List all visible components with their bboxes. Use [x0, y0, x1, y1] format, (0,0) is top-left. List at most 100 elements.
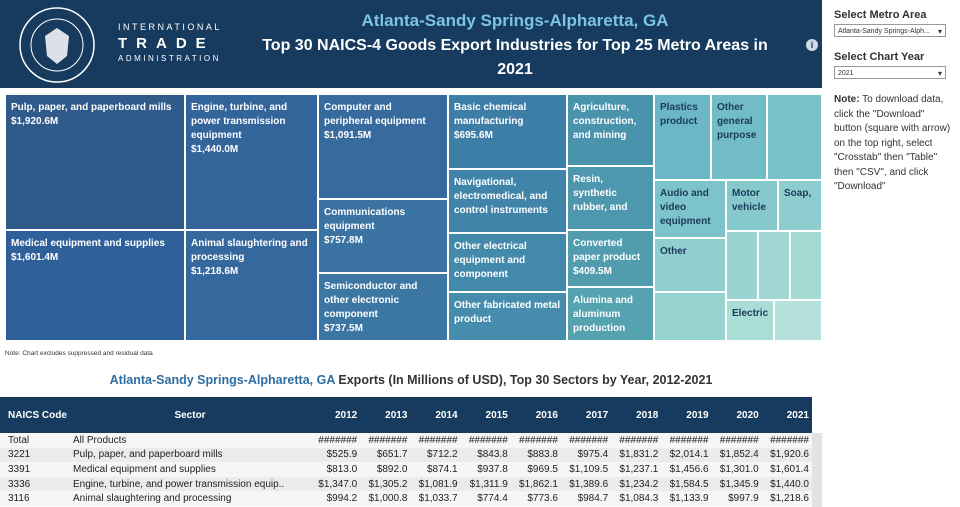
table-cell: $1,311.9	[469, 478, 508, 490]
tile-label: Basic chemical manufacturing	[454, 102, 527, 127]
table-cell: Engine, turbine, and power transmission …	[73, 478, 285, 490]
tile	[767, 94, 822, 180]
column-header: 2018	[636, 409, 659, 421]
tile: Converted paper product $409.5M	[567, 230, 654, 287]
tile-value: $757.8M	[324, 235, 363, 246]
table-cell: $1,920.6	[770, 449, 809, 461]
table-row: 3391 Medical equipment and supplies $813.0…	[0, 462, 812, 477]
tile	[726, 231, 758, 300]
table-cell: $1,852.4	[719, 449, 759, 461]
table-cell: $1,440.0	[770, 478, 809, 490]
table-cell: $774.4	[477, 493, 508, 505]
table-cell: $1,237.1	[619, 463, 659, 475]
tile: Medical equipment and supplies $1,601.4M	[5, 230, 185, 341]
scrollbar[interactable]	[812, 433, 822, 507]
table-cell: 3336	[8, 478, 31, 490]
tile-label: Communications equipment	[324, 207, 406, 232]
agency-line: INTERNATIONAL	[118, 22, 222, 32]
download-note: Note: To download data, click the "Downl…	[834, 93, 954, 195]
tile-value: $1,440.0M	[191, 144, 239, 155]
table-cell: $1,000.8	[368, 493, 408, 505]
table-cell: #######	[619, 434, 659, 446]
column-header: 2014	[435, 409, 458, 421]
tile: Agriculture, construction, and mining	[567, 94, 654, 166]
tile: Basic chemical manufacturing $695.6M	[448, 94, 567, 169]
data-table: NAICS Code Sector 2012 2013 2014 2015 2016 2017…	[0, 397, 812, 506]
tile	[758, 231, 790, 300]
tile-label: Other electrical equipment and component	[454, 241, 527, 280]
metro-dropdown[interactable]: Atlanta-Sandy Springs-Alph...	[834, 24, 946, 38]
table-cell: #######	[569, 434, 609, 446]
tile: Navigational, electromedical, and contro…	[448, 169, 567, 233]
table-cell: $1,218.6	[770, 493, 809, 505]
note-text: To download data, click the "Download" b…	[834, 94, 951, 192]
table-cell: Pulp, paper, and paperboard mills	[73, 449, 223, 461]
tile: Alumina and aluminum production	[567, 287, 654, 341]
table-cell: #######	[318, 434, 358, 446]
column-header: 2015	[485, 409, 508, 421]
table-cell: #######	[719, 434, 759, 446]
table-cell: All Products	[73, 434, 127, 446]
table-cell: $937.8	[477, 463, 508, 475]
seal	[19, 7, 95, 83]
table-cell: #######	[770, 434, 809, 446]
tile-label: Computer and peripheral equipment	[324, 102, 426, 127]
header: INTERNATIONAL TRADE ADMINISTRATION Atlan…	[0, 0, 822, 88]
tile: Soap,	[778, 180, 822, 231]
tile-label: Medical equipment and supplies	[11, 238, 165, 249]
table-cell: Total	[8, 434, 30, 446]
table-cell: $773.6	[527, 493, 558, 505]
tile: Plastics product	[654, 94, 711, 180]
table-cell: $1,109.5	[569, 463, 609, 475]
table-cell: 3116	[8, 493, 30, 505]
table-cell: #######	[368, 434, 408, 446]
table-cell: $1,347.0	[318, 478, 358, 490]
tile: Other electrical equipment and component	[448, 233, 567, 292]
tile: Electric	[726, 300, 774, 341]
table-cell: $1,084.3	[619, 493, 659, 505]
table-cell: #######	[519, 434, 558, 446]
table-cell: $975.4	[577, 449, 609, 461]
tile-label: Electric	[732, 308, 769, 319]
table-cell: $1,831.2	[619, 449, 659, 461]
table-cell: Animal slaughtering and processing	[73, 493, 232, 505]
table-cell: 3391	[8, 463, 31, 475]
table-cell: #######	[418, 434, 458, 446]
table-row: 3221 Pulp, paper, and paperboard mills $52…	[0, 447, 812, 463]
table-cell: $969.5	[527, 463, 558, 475]
header-row: NAICS Code Sector 2012 2013 2014 2015 2016 2017…	[0, 397, 812, 433]
tile-label: Pulp, paper, and paperboard mills	[11, 102, 172, 113]
tile-value: $409.5M	[573, 266, 612, 277]
metro-title: Atlanta-Sandy Springs-Alpharetta, GA	[361, 11, 669, 30]
table-cell: #######	[669, 434, 709, 446]
metro-label: Select Metro Area	[834, 9, 927, 21]
tile: Audio and video equipment	[654, 180, 726, 238]
table-cell: $1,389.6	[569, 478, 609, 490]
year-dropdown[interactable]: 2021	[834, 66, 946, 80]
tile: Pulp, paper, and paperboard mills $1,920.…	[5, 94, 185, 230]
agency-line: ADMINISTRATION	[118, 54, 221, 63]
column-header: 2020	[736, 409, 759, 421]
table-cell: $2,014.1	[669, 449, 709, 461]
tile-label: Animal slaughtering and processing	[191, 238, 308, 263]
title-year: 2021	[497, 61, 533, 78]
column-header: 2012	[334, 409, 358, 421]
table-cell: $1,081.9	[418, 478, 458, 490]
tile: Resin, synthetic rubber, and	[567, 166, 654, 230]
tile: Animal slaughtering and processing $1,218…	[185, 230, 318, 341]
tile-label: Audio and video equipment	[660, 188, 711, 227]
tile-value: $1,091.5M	[324, 130, 372, 141]
tile: Other fabricated metal product	[448, 292, 567, 341]
table-title-metro: Atlanta-Sandy Springs-Alpharetta, GA	[109, 373, 335, 387]
column-header: 2013	[385, 409, 408, 421]
table-title-rest: Exports (In Millions of USD), Top 30 Sec…	[338, 373, 713, 387]
column-header: Sector	[174, 409, 206, 421]
info-icon[interactable]: i	[806, 39, 818, 51]
tile-label: Converted paper product	[573, 238, 641, 263]
table-cell: $1,301.0	[719, 463, 759, 475]
table-row: 3336 Engine, turbine, and power transmiss…	[0, 476, 812, 492]
tile-label: Other general purpose	[717, 102, 757, 141]
table-cell: $1,234.2	[619, 478, 659, 490]
tile-label: Engine, turbine, and power transmission …	[191, 102, 288, 141]
